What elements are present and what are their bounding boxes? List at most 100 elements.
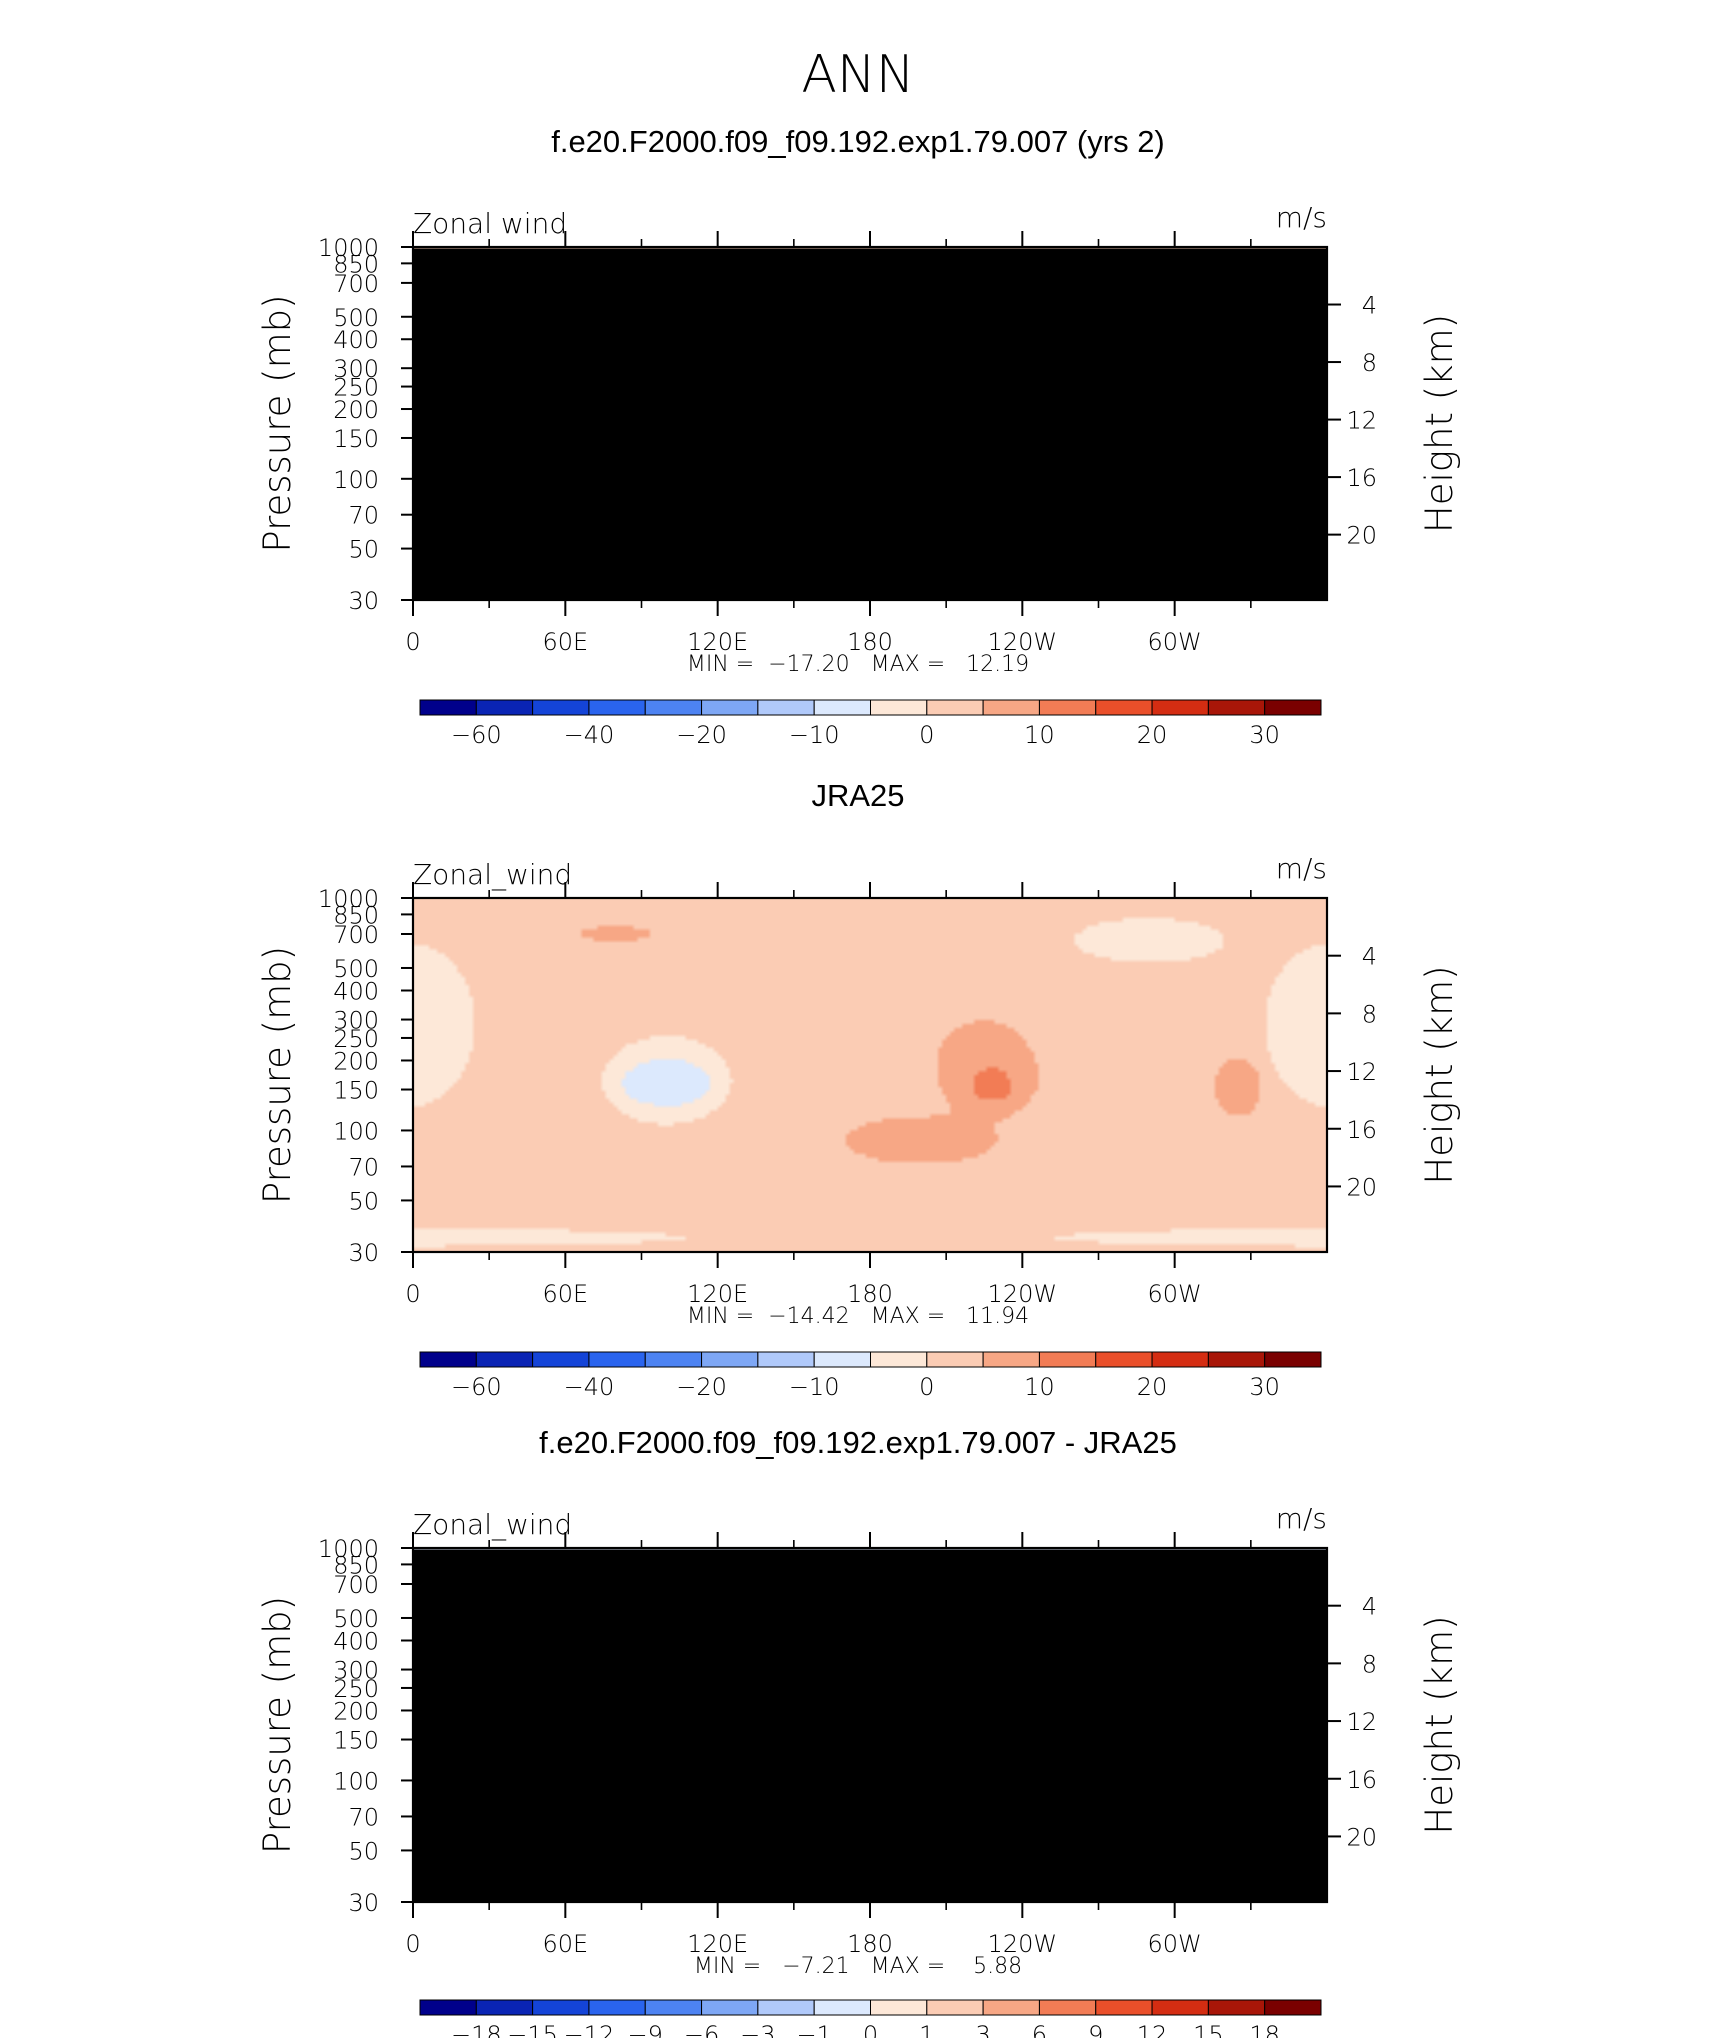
colorbar-box	[1264, 1999, 1322, 2016]
colorbar-box	[982, 1351, 1040, 1368]
colorbar-box	[475, 699, 534, 716]
colorbar-box	[1264, 699, 1322, 716]
x-tick-label: 180	[847, 1280, 893, 1308]
topography-mask	[1128, 252, 1175, 600]
y-axis-title: Pressure (mb)	[256, 1596, 299, 1854]
colorbar-label: −10	[789, 721, 840, 749]
y-tick-label: 150	[333, 425, 379, 453]
colorbar-label: −40	[564, 721, 615, 749]
topography-mask	[1200, 249, 1327, 600]
y-tick-label: 700	[333, 1571, 379, 1599]
x-tick-label: 0	[405, 1930, 420, 1958]
colorbar-box	[813, 1351, 871, 1368]
y-axis-title: Pressure (mb)	[256, 946, 299, 1204]
y-tick-label: 50	[348, 1187, 379, 1215]
height-tick-label: 16	[1346, 1116, 1377, 1144]
colorbar-label: 0	[919, 721, 934, 749]
panel-obs: JRA25 Zonal_wind m/s 0 60E 120E 180 120W 60W 30 50…	[256, 778, 1461, 1401]
topography-mask	[448, 257, 457, 600]
y-tick-label: 200	[333, 396, 379, 424]
variable-label: Zonal wind	[413, 207, 567, 240]
colorbar-label: 6	[1032, 2021, 1047, 2038]
panel-title: JRA25	[811, 778, 904, 813]
y-tick-label: 400	[333, 326, 379, 354]
topography-mask	[755, 1554, 985, 1902]
y-tick-label: 100	[333, 466, 379, 494]
x-tick-label: 120W	[988, 1930, 1058, 1958]
colorbar-box	[644, 699, 703, 716]
y-tick-label: 150	[333, 1727, 379, 1755]
height-tick-label: 12	[1346, 1058, 1377, 1086]
colorbar-box	[1038, 699, 1097, 716]
colorbar-box	[1095, 1999, 1153, 2016]
colorbar-box	[757, 699, 815, 716]
min-max-stats: MIN = −14.42 MAX = 11.94	[687, 1304, 1029, 1329]
colorbar-label: 0	[919, 1373, 934, 1401]
colorbar-box	[982, 1999, 1040, 2016]
topography-mask	[519, 252, 667, 600]
x-tick-label: 0	[405, 628, 420, 656]
panel-model: f.e20.F2000.f09_f09.192.exp1.79.007 (yrs…	[256, 124, 1461, 749]
figure-title: ANN	[801, 45, 914, 105]
x-tick-label: 60W	[1148, 628, 1202, 656]
y-tick-label: 850	[333, 1551, 379, 1579]
height-tick-label: 8	[1362, 1000, 1377, 1028]
contour-field	[413, 898, 1327, 1252]
colorbar-label: 10	[1024, 721, 1055, 749]
colorbar-box	[1151, 1351, 1209, 1368]
y-tick-label: 700	[333, 270, 379, 298]
units-label: m/s	[1276, 1502, 1327, 1535]
y-tick-label: 150	[333, 1077, 379, 1105]
variable-label: Zonal_wind	[413, 858, 572, 892]
colorbar-box	[1264, 1351, 1322, 1368]
y-tick-label: 50	[348, 536, 379, 564]
colorbar-label: −20	[676, 1373, 727, 1401]
y-tick-label: 500	[333, 955, 379, 983]
colorbar-box	[701, 1999, 759, 2016]
y-tick-label: 300	[333, 1657, 379, 1685]
panel-diff: f.e20.F2000.f09_f09.192.exp1.79.007 - JR…	[256, 1425, 1461, 2038]
height-tick-label: 20	[1346, 522, 1377, 550]
x-tick-label: 60W	[1148, 1280, 1202, 1308]
panel-title: f.e20.F2000.f09_f09.192.exp1.79.007 - JR…	[539, 1425, 1177, 1460]
colorbar-label: −18	[451, 2021, 502, 2038]
topography-mask	[666, 1553, 756, 1902]
y-tick-label: 70	[348, 1153, 379, 1181]
colorbar-label: −60	[451, 721, 502, 749]
colorbar-label: 20	[1137, 1373, 1168, 1401]
y-tick-label: 300	[333, 1007, 379, 1035]
y-tick-label: 250	[333, 1025, 379, 1053]
colorbar-box	[532, 1351, 590, 1368]
y-axis-title-right: Height (km)	[1418, 965, 1461, 1184]
y-tick-label: 200	[333, 1697, 379, 1725]
height-tick-label: 8	[1362, 1650, 1377, 1678]
y-axis-title-right: Height (km)	[1418, 314, 1461, 533]
topography-mask	[448, 1558, 457, 1902]
x-tick-label: 0	[405, 1280, 420, 1308]
colorbar-box	[701, 699, 759, 716]
colorbar-label: −60	[451, 1373, 502, 1401]
y-tick-label: 70	[348, 1803, 379, 1831]
x-tick-label: 120E	[687, 1280, 748, 1308]
y-tick-label: 850	[333, 901, 379, 929]
colorbar-box	[475, 1999, 534, 2016]
colorbar-box	[813, 1999, 871, 2016]
x-tick-label: 120W	[988, 628, 1058, 656]
y-tick-label: 30	[348, 1239, 379, 1267]
y-tick-label: 850	[333, 250, 379, 278]
colorbar-box	[926, 1999, 984, 2016]
height-tick-label: 20	[1346, 1823, 1377, 1851]
y-tick-label: 50	[348, 1837, 379, 1865]
height-tick-label: 4	[1362, 943, 1377, 971]
x-tick-label: 60W	[1148, 1930, 1202, 1958]
height-tick-label: 20	[1346, 1173, 1377, 1201]
y-axis-title-right: Height (km)	[1418, 1615, 1461, 1834]
colorbar-label: 12	[1137, 2021, 1168, 2038]
colorbar-label: 18	[1249, 2021, 1280, 2038]
colorbar-box	[419, 1351, 477, 1368]
topography-mask	[425, 251, 464, 600]
colorbar-box	[870, 1351, 928, 1368]
colorbar-box	[1151, 699, 1209, 716]
y-tick-label: 70	[348, 502, 379, 530]
